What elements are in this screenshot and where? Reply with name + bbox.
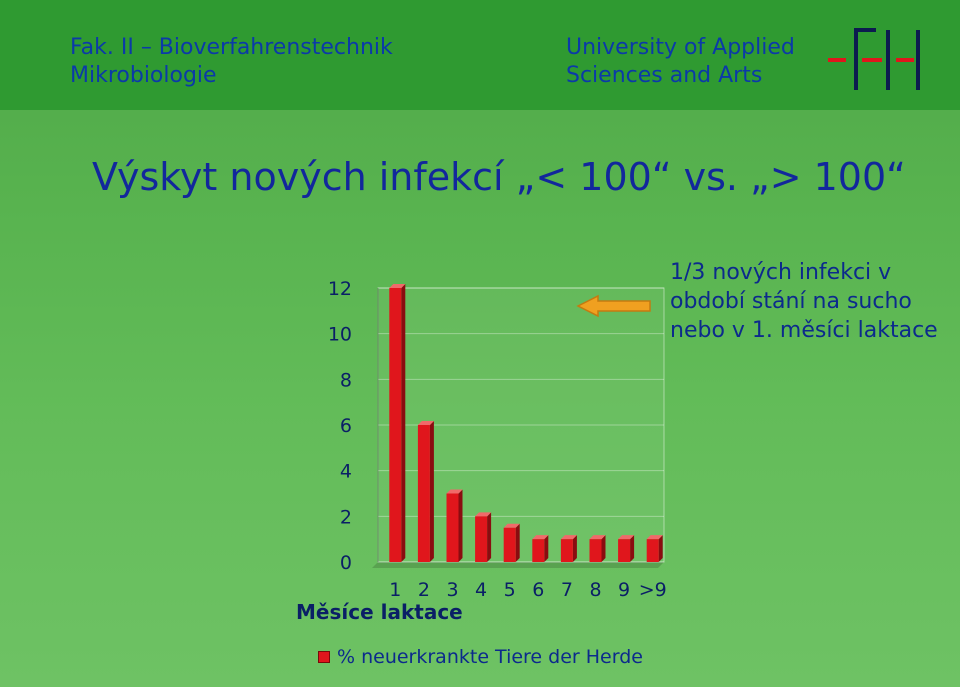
y-tick-label: 8: [340, 369, 352, 391]
x-tick-label: 9: [618, 579, 630, 601]
bar-side: [630, 535, 635, 562]
faculty-name: Fak. II – Bioverfahrenstechnik: [70, 35, 393, 60]
bar-front: [446, 493, 459, 562]
bar-side: [458, 489, 463, 562]
x-tick-label: 8: [589, 579, 601, 601]
bar: [503, 523, 520, 562]
x-tick-label: 4: [475, 579, 487, 601]
chart-floor: [372, 562, 664, 568]
x-tick-label: 5: [504, 579, 516, 601]
bar-top: [589, 535, 606, 540]
y-tick-label: 4: [340, 461, 352, 483]
university-name-line2: Sciences and Arts: [566, 63, 763, 88]
bar-front: [475, 516, 488, 562]
bar-side: [487, 512, 492, 562]
bar-side: [429, 421, 434, 562]
university-logo-icon: [828, 28, 920, 90]
bar: [646, 535, 663, 562]
legend-label: % neuerkrankte Tiere der Herde: [337, 646, 643, 668]
bar-side: [544, 535, 549, 562]
y-tick-label: 0: [340, 552, 352, 574]
x-tick-label: 7: [561, 579, 573, 601]
slide-header: Fak. II – Bioverfahrenstechnik Mikrobiol…: [0, 0, 960, 110]
x-tick-label: >9: [639, 579, 667, 601]
annotation-text: 1/3 nových infekci v období stání na suc…: [670, 260, 938, 343]
bar: [475, 512, 492, 562]
x-tick-label: 6: [532, 579, 544, 601]
y-tick-label: 10: [328, 324, 352, 346]
y-axis-ticks: 0 2 4 6 8 10 12: [328, 278, 352, 574]
bar-side: [515, 523, 520, 562]
bar-front: [389, 288, 402, 562]
bar-top: [618, 535, 635, 540]
bar-series: [389, 284, 663, 562]
x-tick-label: 1: [389, 579, 401, 601]
bar: [589, 535, 606, 562]
bar-top: [560, 535, 577, 540]
bar-side: [601, 535, 606, 562]
bar-front: [646, 539, 659, 562]
x-tick-label: 2: [418, 579, 430, 601]
bar-front: [417, 425, 430, 562]
bar-side: [658, 535, 663, 562]
bar: [618, 535, 635, 562]
bar-top: [532, 535, 549, 540]
y-tick-label: 2: [340, 506, 352, 528]
bar-top: [503, 523, 520, 528]
slide-title: Výskyt nových infekcí „< 100“ vs. „> 100…: [92, 155, 906, 199]
chart-legend: % neuerkrankte Tiere der Herde: [318, 646, 643, 668]
x-axis-ticks: 1 2 3 4 5 6 7 8 9 >9: [389, 579, 666, 601]
bar-top: [446, 489, 463, 494]
university-name-line1: University of Applied: [566, 35, 795, 60]
bar-side: [401, 284, 406, 562]
pointer-arrow-icon: [576, 294, 651, 318]
x-axis-title: Měsíce laktace: [296, 600, 463, 624]
x-tick-label: 3: [446, 579, 458, 601]
bar: [417, 421, 434, 562]
bar-top: [389, 284, 406, 288]
bar-front: [560, 539, 573, 562]
bar-top: [475, 512, 492, 517]
bar-front: [618, 539, 631, 562]
bar: [446, 489, 463, 562]
bar-top: [417, 421, 434, 425]
bar-front: [532, 539, 545, 562]
y-tick-label: 12: [328, 278, 352, 300]
bar: [389, 284, 406, 562]
department-name: Mikrobiologie: [70, 63, 217, 88]
bar-top: [646, 535, 663, 540]
y-tick-label: 6: [340, 415, 352, 437]
bar-front: [589, 539, 602, 562]
legend-swatch: [318, 651, 330, 663]
bar: [560, 535, 577, 562]
bar: [532, 535, 549, 562]
bar-front: [503, 527, 516, 562]
bar-side: [572, 535, 577, 562]
